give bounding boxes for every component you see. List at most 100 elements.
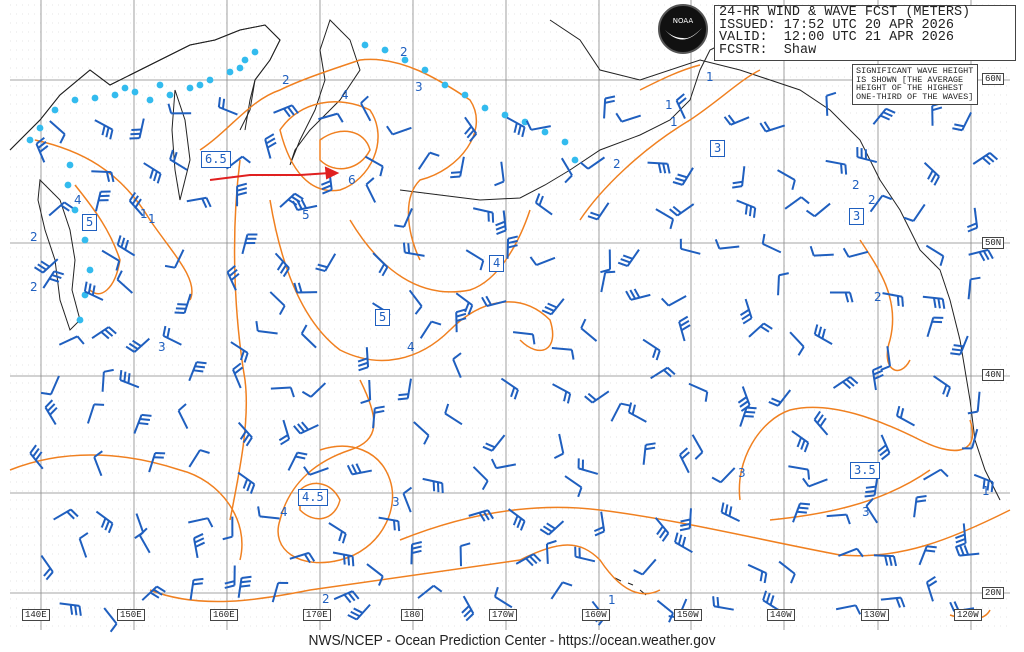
wind-barb	[162, 325, 182, 346]
wind-barb	[736, 199, 757, 218]
contour-label: 1	[140, 207, 148, 221]
wind-barb	[42, 270, 65, 289]
wind-barb	[53, 508, 79, 521]
wind-barb	[551, 346, 575, 360]
wind-barb	[274, 252, 290, 278]
wind-barb	[865, 497, 879, 524]
contour-label: 1	[665, 98, 673, 112]
wind-barb	[679, 238, 701, 255]
ice-edge-dot	[186, 84, 194, 92]
wind-barb	[241, 233, 258, 255]
wind-barb	[417, 584, 443, 599]
wind-barb	[138, 527, 151, 554]
wind-barb	[925, 244, 945, 266]
wind-barb	[903, 203, 926, 222]
ice-edge-dot	[51, 106, 59, 114]
wind-barb	[419, 320, 442, 339]
wind-barb	[650, 366, 676, 380]
wind-barb	[933, 375, 952, 398]
ice-edge-dot	[541, 128, 549, 136]
wind-barb	[188, 449, 210, 468]
contour-label: 2	[874, 290, 882, 304]
wind-barb	[574, 546, 596, 563]
wind-barb	[762, 590, 781, 612]
wind-barb	[880, 346, 891, 371]
contour-label: 1	[148, 212, 156, 226]
ice-edge-dot	[66, 161, 74, 169]
wind-barb	[494, 161, 505, 187]
wind-barb	[34, 258, 59, 274]
wind-barb	[539, 520, 565, 536]
wind-barb	[835, 604, 862, 615]
wind-barb	[593, 511, 606, 537]
forecaster: FCSTR: Shaw	[719, 42, 817, 58]
wind-barb	[926, 316, 944, 338]
wind-barb	[826, 513, 851, 525]
wind-barb	[587, 202, 610, 221]
wind-barb	[397, 378, 412, 401]
wave-height-box: 3.5	[850, 462, 880, 479]
wind-barb	[490, 458, 517, 470]
contour-label: 3	[415, 80, 423, 94]
ice-edge-dot	[64, 181, 72, 189]
wind-barb	[125, 337, 151, 353]
ice-edge-dot	[236, 64, 244, 72]
wind-barb	[347, 603, 371, 621]
kamchatka-coastline	[289, 19, 361, 166]
contour-label: 1	[706, 70, 714, 84]
wind-barb	[952, 111, 972, 132]
lat-label: 20N	[982, 587, 1005, 599]
wind-barb	[895, 405, 915, 427]
lon-label: 160W	[582, 609, 610, 621]
wind-barb	[792, 502, 811, 523]
lon-label: 140E	[22, 609, 50, 621]
wind-barb	[465, 249, 485, 271]
wind-barb	[967, 391, 981, 415]
wind-barb	[83, 281, 104, 301]
wind-barb	[553, 433, 565, 459]
ice-edge-dot	[76, 316, 84, 324]
lon-label: 130W	[861, 609, 889, 621]
lon-label: 140W	[767, 609, 795, 621]
wave-height-box: 5	[375, 309, 391, 326]
wind-barb	[237, 421, 253, 447]
ice-edge-dot	[206, 76, 214, 84]
wind-barb	[600, 249, 612, 274]
storm-track-arrow	[209, 166, 340, 181]
wind-barb	[372, 405, 385, 429]
ice-edge-dot	[26, 136, 34, 144]
contour-label: 2	[282, 73, 290, 87]
wind-barb	[459, 542, 471, 567]
wind-barb	[654, 517, 670, 542]
wind-barb	[579, 156, 606, 170]
wind-barb	[293, 282, 318, 294]
wind-barb	[737, 386, 751, 412]
lon-label: 170E	[303, 609, 331, 621]
wind-barb	[91, 326, 117, 340]
ice-edge-dot	[111, 91, 119, 99]
wind-barb	[378, 516, 401, 532]
wind-barb	[789, 331, 805, 356]
wind-barb	[691, 434, 704, 460]
wind-barb	[768, 389, 792, 407]
wind-barb	[512, 331, 536, 345]
wave-height-box: 3	[710, 140, 726, 157]
wind-barb	[386, 125, 412, 136]
wind-barb	[292, 198, 318, 212]
wind-barb	[856, 147, 878, 164]
wind-barb	[293, 421, 319, 435]
wind-barb	[869, 194, 893, 213]
wind-barb	[973, 473, 994, 493]
wind-barb	[759, 121, 786, 133]
wind-barb	[838, 547, 864, 558]
legend-note: SIGNIFICANT WAVE HEIGHT IS SHOWN [THE AV…	[852, 64, 978, 105]
wind-barb	[712, 596, 734, 611]
wind-barb	[660, 295, 687, 307]
wind-barb	[193, 533, 206, 559]
contour-label: 4	[280, 505, 288, 519]
wind-barb	[346, 463, 372, 476]
wind-barb	[472, 207, 495, 223]
wind-barb	[625, 288, 651, 301]
wind-barb	[923, 162, 940, 186]
